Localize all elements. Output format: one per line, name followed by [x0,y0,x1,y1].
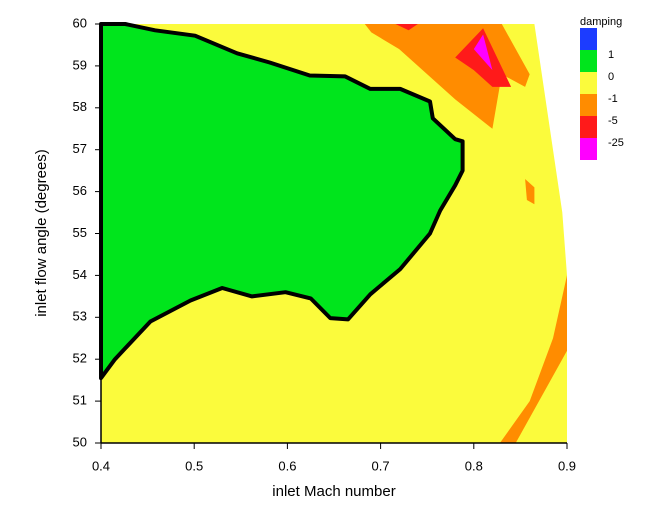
y-tick-label: 52 [73,351,87,366]
y-tick-label: 56 [73,183,87,198]
legend-title: damping [580,16,622,28]
y-tick-label: 51 [73,393,87,408]
y-tick-label: 57 [73,141,87,156]
contour-region [99,22,465,381]
legend-swatch [580,50,597,72]
y-axis-label: inlet flow angle (degrees) [33,149,50,317]
legend-swatch [580,28,597,50]
legend-swatch [580,94,597,116]
y-tick-label: 53 [73,309,87,324]
x-tick-label: 0.8 [465,458,483,473]
x-tick-label: 0.7 [372,458,390,473]
y-tick-label: 55 [73,225,87,240]
x-tick-label: 0.5 [185,458,203,473]
y-tick-label: 58 [73,99,87,114]
x-axis-label: inlet Mach number [272,483,395,500]
y-tick-label: 50 [73,434,87,449]
x-tick-label: 0.4 [92,458,110,473]
y-tick-label: 54 [73,267,87,282]
contour-region [499,275,567,443]
contour-region [395,24,418,31]
legend-label: -5 [608,115,618,127]
legend-label: -25 [608,137,624,149]
contour-region [473,34,493,71]
x-tick-label: 0.9 [558,458,576,473]
legend-swatch [580,116,597,138]
legend-label: -1 [608,93,618,105]
y-tick-label: 59 [73,57,87,72]
legend-label: 1 [608,49,614,61]
legend-swatch [580,72,597,94]
y-tick-label: 60 [73,15,87,30]
legend-swatch [580,138,597,160]
legend-label: 0 [608,71,614,83]
contour-region [525,179,535,205]
x-tick-label: 0.6 [278,458,296,473]
